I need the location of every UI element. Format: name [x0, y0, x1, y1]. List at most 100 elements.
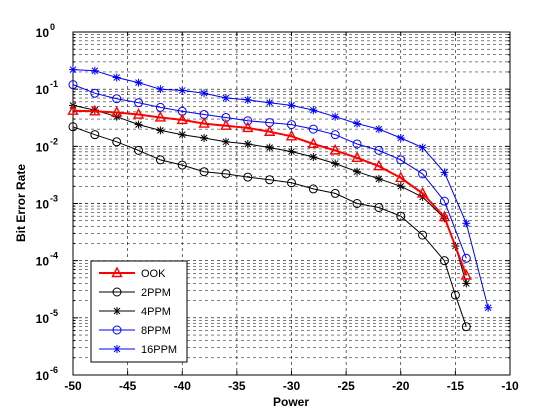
data-point-ook	[263, 125, 276, 136]
star-stroke	[91, 67, 99, 75]
data-point-4ppm	[462, 279, 471, 288]
star-stroke	[135, 79, 142, 87]
data-point-ook	[132, 108, 145, 119]
star-stroke	[266, 99, 274, 107]
data-point-ook	[460, 269, 472, 280]
data-point-8ppm	[396, 155, 406, 165]
y-tick-base: 10	[36, 369, 50, 383]
data-point-16ppm	[309, 106, 318, 115]
legend-label: 8PPM	[141, 325, 171, 337]
star-stroke	[157, 127, 164, 134]
y-tick-base: 10	[36, 83, 50, 97]
legend: OOK 2PPM 4PPM 8PPM 16PPM	[90, 260, 188, 363]
legend-item-8ppm: 8PPM	[99, 325, 171, 337]
star-stroke	[157, 85, 164, 93]
y-tick-base: 10	[36, 198, 50, 212]
star-stroke	[484, 304, 492, 312]
x-tick-label: -20	[392, 379, 410, 393]
y-axis-label: Bit Error Rate	[14, 164, 28, 242]
data-point-2ppm	[418, 230, 428, 240]
data-point-8ppm	[374, 145, 384, 155]
data-point-16ppm	[484, 303, 493, 312]
data-point-16ppm	[69, 65, 77, 74]
data-point-16ppm	[353, 119, 362, 128]
data-point-16ppm	[156, 85, 165, 94]
data-point-4ppm	[309, 153, 318, 162]
data-point-16ppm	[112, 73, 121, 82]
x-tick-label: -30	[283, 379, 301, 393]
star-stroke	[353, 120, 361, 127]
data-point-ook	[89, 104, 101, 116]
data-point-ook	[242, 121, 254, 133]
star-stroke	[353, 168, 361, 176]
data-point-4ppm	[200, 133, 209, 142]
data-point-8ppm	[308, 124, 318, 134]
data-point-2ppm	[68, 122, 78, 132]
legend-marker	[111, 266, 123, 278]
star-stroke	[331, 113, 339, 121]
legend-marker	[112, 287, 122, 297]
data-point-8ppm	[90, 88, 100, 98]
star-stroke	[135, 121, 142, 128]
data-point-16ppm	[90, 66, 99, 75]
x-tick-label: -10	[501, 379, 519, 393]
data-point-4ppm	[221, 137, 230, 146]
legend-marker	[113, 345, 121, 353]
y-tick-exponent: -5	[50, 308, 58, 318]
data-point-2ppm	[90, 130, 100, 140]
star-stroke	[222, 94, 230, 102]
data-point-16ppm	[265, 98, 274, 107]
data-point-16ppm	[440, 168, 449, 177]
star-stroke	[113, 345, 121, 353]
star-stroke	[462, 219, 470, 227]
star-stroke	[375, 175, 383, 183]
legend-item-4ppm: 4PPM	[99, 306, 171, 318]
star-stroke	[331, 160, 339, 167]
data-point-4ppm	[134, 120, 143, 129]
data-point-16ppm	[396, 133, 405, 142]
y-tick-label: 10 0	[36, 22, 55, 40]
series-group	[67, 65, 493, 332]
data-point-8ppm	[287, 120, 296, 130]
star-stroke	[309, 106, 317, 114]
data-point-2ppm	[243, 172, 253, 182]
x-tick-label: -25	[337, 379, 355, 393]
data-point-ook	[111, 106, 123, 117]
legend-item-16ppm: 16PPM	[99, 344, 177, 356]
y-tick-exponent: -1	[50, 79, 58, 89]
data-point-4ppm	[287, 147, 296, 156]
legend-marker	[112, 325, 122, 335]
data-point-4ppm	[331, 159, 340, 168]
data-point-2ppm	[199, 167, 209, 177]
y-tick-exponent: -4	[50, 251, 58, 261]
data-point-16ppm	[418, 143, 427, 152]
data-point-2ppm	[265, 175, 275, 185]
data-point-2ppm	[155, 155, 165, 165]
data-point-4ppm	[265, 143, 274, 152]
data-point-ook	[351, 151, 363, 163]
y-tick-label: 10 -5	[36, 308, 58, 326]
data-point-ook	[154, 110, 167, 122]
y-tick-base: 10	[36, 140, 50, 154]
star-stroke	[419, 144, 426, 151]
data-point-8ppm	[418, 169, 428, 179]
data-point-16ppm	[287, 101, 296, 110]
data-point-2ppm	[287, 178, 296, 188]
data-point-8ppm	[461, 253, 471, 263]
series-8ppm	[68, 80, 471, 263]
data-point-16ppm	[374, 125, 383, 134]
data-point-8ppm	[439, 196, 449, 206]
data-point-ook	[416, 186, 429, 198]
data-point-ook	[220, 119, 232, 130]
star-stroke	[397, 134, 405, 142]
star-stroke	[309, 153, 317, 161]
x-tick-label: -45	[119, 379, 137, 393]
data-point-2ppm	[221, 169, 231, 179]
data-point-ook	[329, 143, 341, 155]
data-point-2ppm	[461, 322, 471, 332]
legend-label: 4PPM	[141, 306, 171, 318]
star-stroke	[113, 74, 121, 81]
star-stroke	[266, 144, 274, 151]
